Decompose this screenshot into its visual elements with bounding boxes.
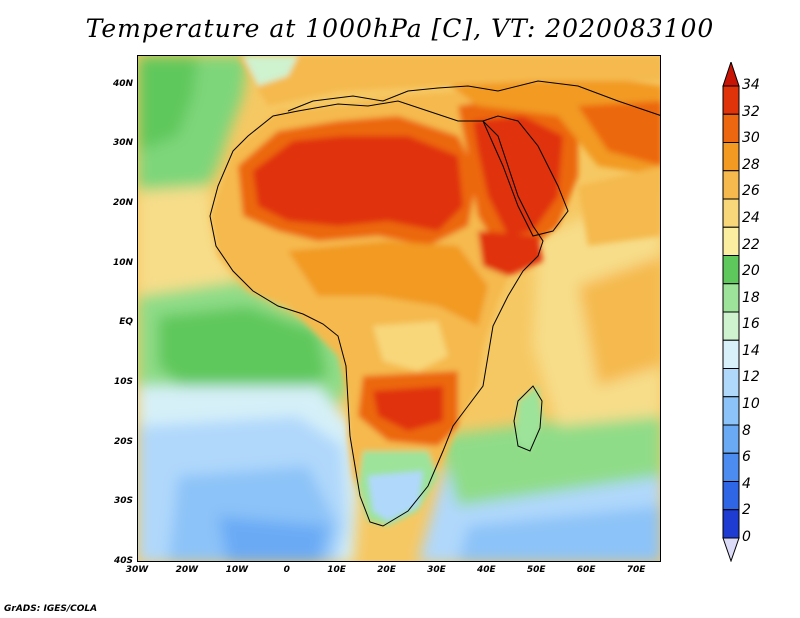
lon-tick-label: 10W — [225, 565, 249, 575]
colorbar-box — [722, 509, 740, 539]
lon-tick-label: 20W — [175, 565, 199, 575]
colorbar-level-label: 10 — [742, 396, 760, 413]
colorbar-box — [722, 198, 740, 228]
lon-tick-label: 50E — [526, 565, 546, 575]
colorbar-box — [722, 283, 740, 313]
colorbar-top-triangle — [722, 62, 740, 87]
colorbar-level-label: 2 — [742, 502, 751, 519]
colorbar-level-label: 4 — [742, 475, 751, 492]
colorbar-box — [722, 142, 740, 172]
colorbar-level-label: 22 — [742, 236, 760, 253]
lat-tick-label: 30S — [113, 496, 133, 507]
colorbar-box — [722, 311, 740, 341]
map-title: Temperature at 1000hPa [C], VT: 20200831… — [85, 14, 715, 43]
lon-tick-label: 30E — [427, 565, 446, 575]
credit-text: GrADS: IGES/COLA — [4, 604, 98, 614]
colorbar-box — [722, 170, 740, 200]
colorbar-level-label: 30 — [742, 130, 760, 147]
lon-tick-label: 40E — [476, 565, 496, 575]
colorbar-level-label: 14 — [742, 342, 760, 359]
lat-tick-label: 40N — [112, 78, 133, 89]
colorbar-box — [722, 113, 740, 143]
colorbar-level-label: 20 — [742, 263, 760, 280]
colorbar-bottom-triangle — [722, 537, 740, 562]
colorbar-level-label: 18 — [742, 289, 760, 306]
lat-tick-label: 10N — [112, 257, 133, 268]
temperature-field — [138, 56, 660, 561]
lon-tick-label: 10E — [327, 565, 346, 575]
lat-tick-label: 20N — [112, 198, 133, 209]
colorbar-level-label: 24 — [742, 209, 760, 226]
lon-tick-label: 20E — [377, 565, 396, 575]
colorbar-level-label: 8 — [742, 422, 751, 439]
colorbar-level-label: 6 — [742, 449, 751, 466]
colorbar-level-label: 28 — [742, 156, 760, 173]
colorbar-box — [722, 85, 740, 115]
colorbar-level-label: 26 — [742, 183, 760, 200]
lat-tick-label: 40S — [113, 556, 133, 566]
colorbar-level-label: 0 — [742, 529, 751, 545]
colorbar — [722, 62, 740, 562]
colorbar-box — [722, 226, 740, 256]
colorbar-box — [722, 396, 740, 426]
colorbar-box — [722, 481, 740, 511]
colorbar-level-label: 32 — [742, 103, 760, 120]
lat-tick-label: EQ — [119, 317, 133, 328]
colorbar-level-label: 12 — [742, 369, 760, 386]
colorbar-box — [722, 452, 740, 482]
colorbar-box — [722, 424, 740, 454]
colorbar-box — [722, 339, 740, 369]
lat-tick-label: 30N — [112, 138, 133, 149]
colorbar-level-label: 16 — [742, 316, 760, 333]
colorbar-level-label: 34 — [742, 77, 760, 93]
lat-tick-label: 10S — [113, 377, 133, 388]
lon-tick-label: 60E — [576, 565, 596, 575]
coastlines — [209, 80, 660, 527]
colorbar-box — [722, 255, 740, 285]
lon-tick-label: 30W — [125, 565, 149, 575]
colorbar-box — [722, 368, 740, 398]
temperature-map — [137, 55, 661, 562]
lon-tick-label: 0 — [283, 565, 290, 575]
lat-tick-label: 20S — [113, 436, 133, 447]
lon-tick-label: 70E — [626, 565, 646, 575]
